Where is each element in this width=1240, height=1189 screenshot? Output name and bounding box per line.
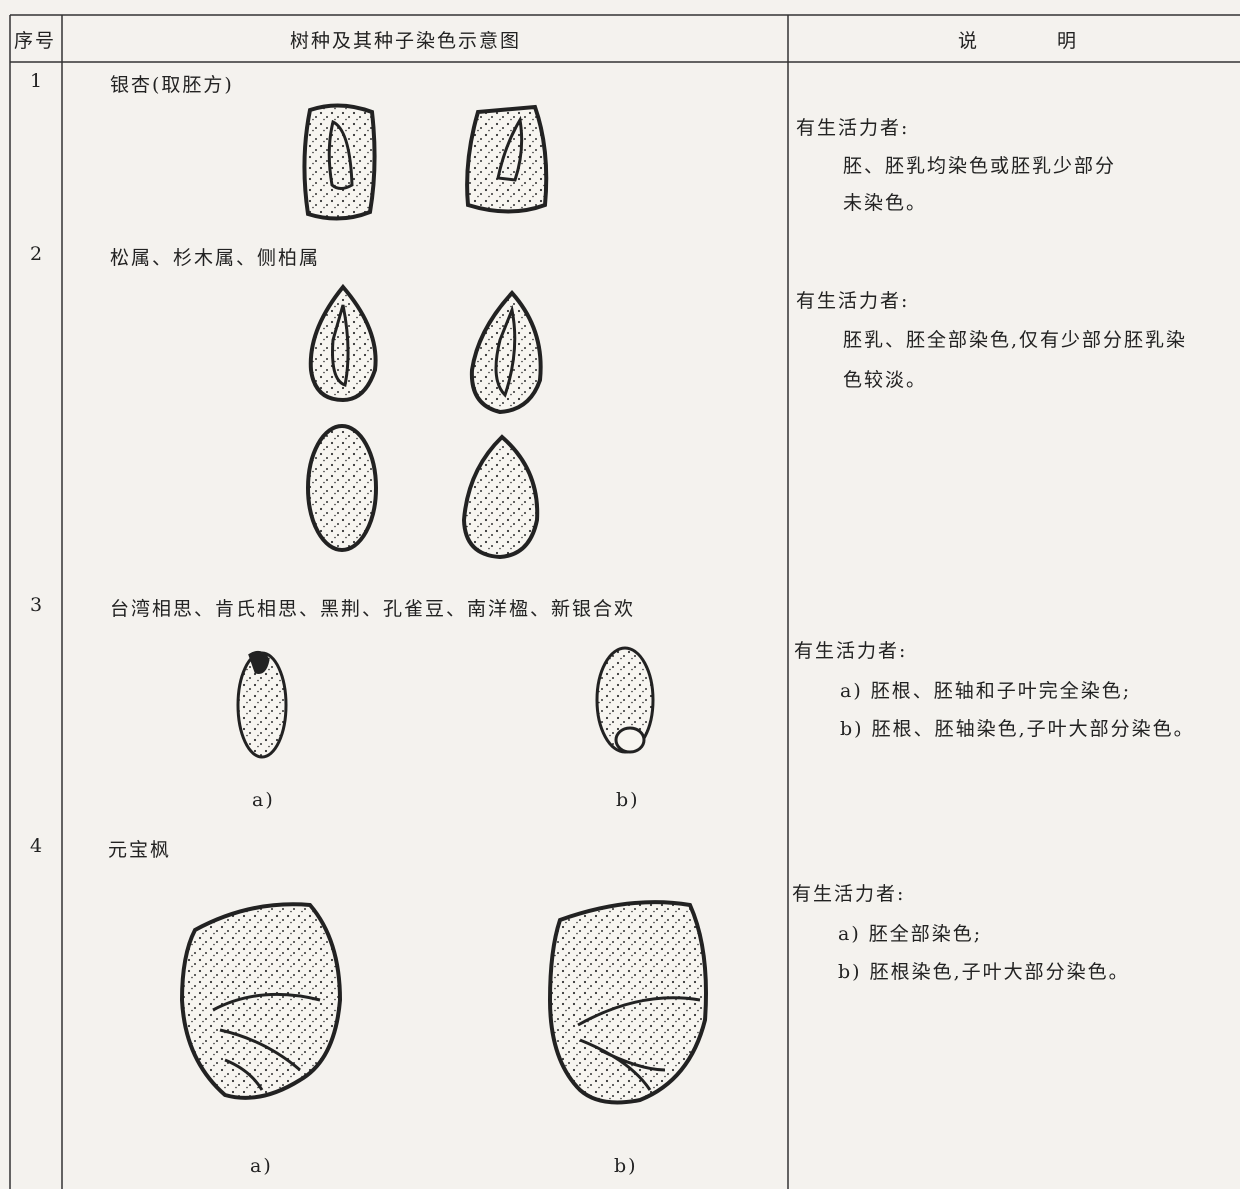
figure-label: b) <box>616 789 640 811</box>
species: 松属、杉木属、侧柏属 <box>110 247 321 269</box>
note: 未染色。 <box>843 192 928 214</box>
species: 元宝枫 <box>108 839 172 861</box>
note: 胚乳、胚全部染色,仅有少部分胚乳染 <box>843 329 1188 351</box>
note: 色较淡。 <box>843 369 928 391</box>
note: a) 胚全部染色; <box>838 923 983 945</box>
species: 银杏(取胚方) <box>110 74 234 96</box>
note: 有生活力者: <box>794 640 908 662</box>
note: b) 胚根、胚轴染色,子叶大部分染色。 <box>840 718 1195 740</box>
note: b) 胚根染色,子叶大部分染色。 <box>838 961 1130 983</box>
row-number: 4 <box>30 835 45 857</box>
row-number: 1 <box>30 70 45 92</box>
note: a) 胚根、胚轴和子叶完全染色; <box>840 680 1132 702</box>
note: 有生活力者: <box>796 290 910 312</box>
figure-label: a) <box>250 1155 273 1177</box>
note: 有生活力者: <box>796 117 910 139</box>
header-cell: 序号 <box>14 30 57 52</box>
species: 台湾相思、肯氏相思、黑荆、孔雀豆、南洋楹、新银合欢 <box>110 598 636 620</box>
row-number: 2 <box>30 243 45 265</box>
header-cell: 说明 <box>958 30 1157 52</box>
figure-label: a) <box>252 789 275 811</box>
note: 有生活力者: <box>792 883 906 905</box>
figure-label: b) <box>614 1155 638 1177</box>
row-number: 3 <box>30 594 45 616</box>
note: 胚、胚乳均染色或胚乳少部分 <box>843 155 1117 177</box>
header-cell: 树种及其种子染色示意图 <box>290 30 522 52</box>
